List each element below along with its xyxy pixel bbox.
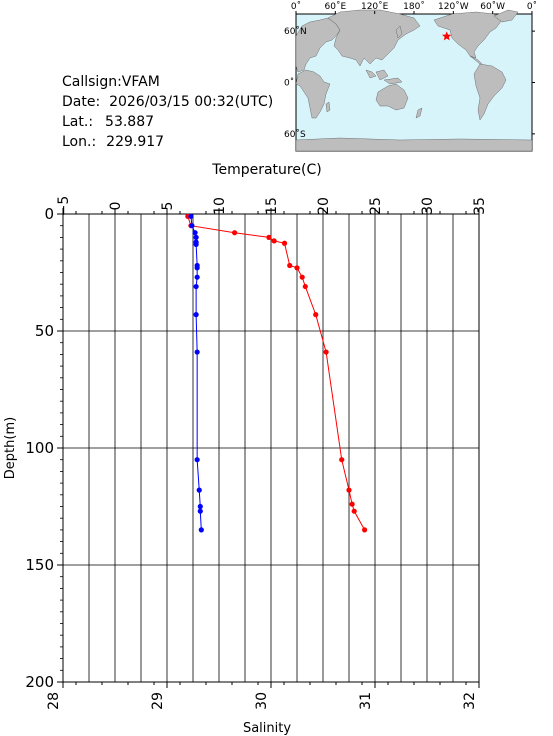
salinity-tick-label: 32 (462, 692, 478, 710)
depth-tick-label: 0 (44, 205, 54, 223)
salinity-tick-label: 31 (358, 692, 374, 710)
date-value: Date: 2026/03/15 00:32(UTC) (62, 94, 274, 110)
temperature-tick-label: 5 (160, 202, 176, 211)
salinity-data-point (196, 487, 202, 493)
depth-tick-label: 100 (25, 439, 54, 457)
depth-tick-label: 200 (25, 673, 54, 691)
temperature-data-point (313, 312, 319, 318)
salinity-tick-label: 28 (46, 692, 62, 710)
temperature-profile-line (187, 216, 366, 531)
temperature-data-point (271, 238, 277, 244)
temperature-tick-label: 25 (368, 197, 384, 215)
temperature-data-point (302, 283, 308, 290)
salinity-data-point (194, 265, 200, 271)
depth-tick-label: 50 (35, 322, 54, 340)
temperature-data-point (339, 457, 345, 463)
map-land (295, 9, 533, 152)
map-lon-label: 120˚E (361, 1, 389, 12)
salinity-data-point (198, 527, 204, 533)
map-lat-label: 60˚N (284, 26, 307, 37)
salinity-data-point (194, 349, 200, 355)
salinity-data-point (188, 213, 194, 219)
map-lon-label: 60˚W (480, 1, 505, 12)
temperature-data-point (362, 527, 368, 533)
map-lon-label: 0˚ (291, 1, 301, 12)
salinity-data-point (194, 457, 200, 463)
temperature-tick-label: −5 (56, 196, 72, 217)
chart-grid (63, 214, 479, 682)
temperature-tick-label: 0 (108, 202, 124, 211)
station-info: Callsign:VFAM Date: 2026/03/15 00:32(UTC… (62, 72, 273, 152)
temperature-data-point (232, 230, 238, 236)
temperature-data-point (323, 349, 329, 355)
map-top-axis: 0˚ 60˚E 120˚E 180˚ 120˚W 60˚W 0˚ (291, 1, 537, 14)
salinity-data-point (197, 508, 203, 514)
temperature-data-point (299, 274, 305, 280)
latitude-value: 53.887 (105, 114, 155, 130)
temperature-tick-label: 35 (472, 197, 488, 215)
salinity-data-point (193, 241, 199, 248)
temperature-data-point (349, 501, 355, 507)
map-lon-label: 180˚ (403, 1, 425, 12)
temperature-tick-label: 30 (420, 197, 436, 215)
map-lat-label: 60˚S (284, 129, 306, 140)
salinity-axis-title: Salinity (243, 721, 291, 736)
temperature-data-point (346, 487, 352, 493)
location-map: 0˚ 60˚E 120˚E 180˚ 120˚W 60˚W 0˚ 60˚N 0˚ 60˚S (284, 1, 537, 152)
map-lat-label: 0˚ (284, 78, 294, 89)
map-lon-label: 120˚W (438, 1, 469, 12)
salinity-tick-label: 29 (150, 692, 166, 710)
temperature-axis-title: Temperature(C) (211, 162, 321, 178)
latitude-text: Lat.: 53.887 (62, 112, 273, 132)
temperature-tick-label: 10 (212, 197, 228, 215)
temperature-data-point (266, 234, 272, 240)
depth-axis-title: Depth(m) (3, 417, 18, 479)
latitude-label: Lat.: (62, 114, 94, 130)
chart-series (185, 213, 368, 533)
longitude-text: Lon.: 229.917 (62, 132, 273, 152)
temperature-tick-label: 15 (264, 197, 280, 215)
salinity-data-point (189, 223, 195, 229)
map-lon-label: 0˚ (527, 1, 537, 12)
longitude-label: Lon.: (62, 134, 97, 150)
station-star-marker (441, 31, 452, 41)
salinity-tick-label: 30 (254, 692, 270, 710)
callsign-text: Callsign:VFAM (62, 74, 160, 90)
map-lon-label: 60˚E (325, 1, 347, 12)
salinity-data-point (193, 283, 199, 290)
salinity-data-point (192, 230, 198, 236)
date-text: Date: 2026/03/15 00:32(UTC) (62, 92, 273, 112)
map-right-axis: 60˚N 0˚ 60˚S (284, 26, 535, 140)
depth-tick-label: 150 (25, 556, 54, 574)
salinity-data-point (193, 234, 199, 240)
salinity-data-point (193, 312, 199, 318)
longitude-value: 229.917 (106, 134, 165, 150)
salinity-data-point (197, 503, 203, 510)
salinity-data-point (194, 274, 200, 280)
temperature-data-point (287, 262, 293, 269)
temperature-tick-label: 20 (316, 197, 332, 215)
temperature-data-point (281, 240, 288, 246)
temperature-data-point (351, 508, 357, 514)
temperature-data-point (294, 265, 300, 271)
station-marker-layer (441, 31, 452, 41)
